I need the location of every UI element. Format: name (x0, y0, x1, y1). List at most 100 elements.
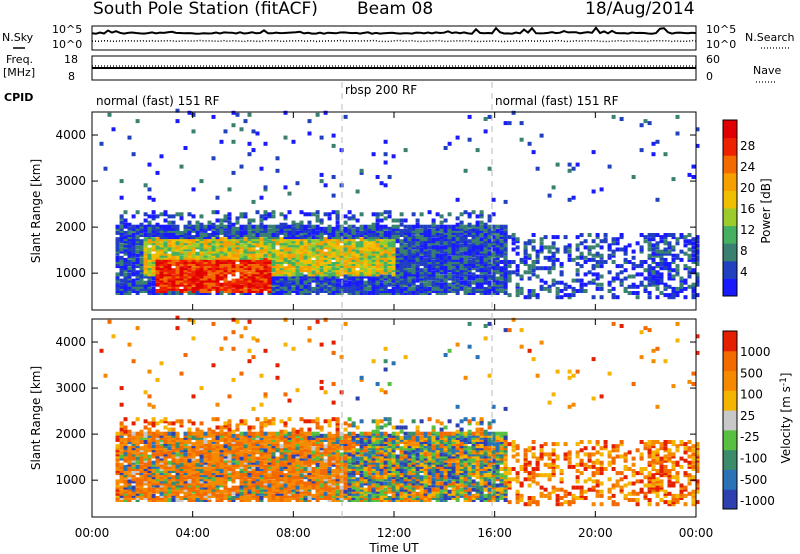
power-cell (267, 278, 272, 283)
power-cell (259, 260, 264, 264)
velocity-cell (131, 462, 136, 467)
velocity-cell (287, 440, 292, 444)
power-cell (135, 274, 140, 279)
power-cell (511, 233, 516, 237)
power-cell (499, 249, 504, 254)
velocity-cell (203, 433, 208, 438)
velocity-cell (163, 448, 168, 453)
power-cell (203, 243, 208, 248)
power-cell (579, 289, 584, 293)
power-cell (491, 197, 496, 202)
power-cell (559, 270, 564, 275)
velocity-cell (255, 473, 260, 478)
velocity-cell (131, 456, 136, 461)
power-cell (455, 247, 460, 252)
power-cell (403, 253, 408, 258)
velocity-cell (235, 487, 240, 492)
power-cell (483, 255, 488, 260)
power-cell (395, 257, 400, 262)
velocity-cell (159, 471, 164, 476)
power-cell (251, 235, 256, 240)
power-cell (191, 255, 196, 260)
velocity-cell (163, 473, 168, 478)
power-cell (459, 266, 464, 271)
velocity-cell (267, 440, 272, 444)
power-cell (251, 148, 256, 153)
power-cell (371, 284, 376, 289)
power-cell (359, 272, 364, 277)
velocity-cell (115, 456, 120, 461)
power-cell (267, 276, 272, 281)
power-cell (263, 228, 268, 233)
power-cell (503, 233, 508, 237)
power-cell (459, 251, 464, 256)
power-cell (115, 286, 120, 291)
velocity-cell (187, 433, 192, 438)
power-cell (471, 228, 476, 233)
power-cell (239, 226, 244, 231)
velocity-cell (279, 454, 284, 459)
power-cell (423, 272, 428, 277)
velocity-cell (131, 442, 136, 447)
power-cell (295, 257, 300, 262)
velocity-cell (151, 433, 156, 438)
power-cell (491, 212, 496, 217)
power-cell (347, 245, 352, 250)
velocity-cell (195, 479, 200, 484)
velocity-cell (199, 448, 204, 453)
power-cell (367, 278, 372, 283)
velocity-cell (151, 435, 156, 440)
velocity-cell (151, 452, 156, 457)
power-cell (199, 237, 204, 242)
velocity-cell (291, 444, 296, 449)
power-cell (435, 241, 440, 246)
power-cell (167, 247, 172, 252)
power-cell (503, 284, 508, 289)
power-cell (359, 257, 364, 262)
power-cell (175, 266, 180, 271)
power-cell (299, 241, 304, 246)
power-cell (155, 257, 160, 262)
power-cell (287, 284, 292, 289)
power-cell (187, 291, 192, 295)
power-cell (243, 289, 248, 293)
power-cell (407, 260, 412, 264)
power-cell (483, 228, 488, 233)
power-cell (467, 260, 472, 264)
power-cell (279, 247, 284, 252)
power-cell (411, 243, 416, 248)
velocity-cell (131, 491, 136, 496)
power-cell (535, 249, 540, 254)
power-cell (303, 247, 308, 252)
velocity-cell (275, 442, 280, 447)
power-cell (307, 255, 312, 260)
power-cell (299, 266, 304, 271)
power-cell (623, 245, 628, 250)
power-cell (171, 233, 176, 237)
velocity-cell (199, 435, 204, 440)
power-cell (435, 249, 440, 254)
power-cell (439, 245, 444, 250)
power-cell (199, 253, 204, 258)
power-cell (115, 255, 120, 260)
velocity-cell (271, 456, 276, 461)
power-cell (367, 255, 372, 260)
velocity-cell (155, 435, 160, 440)
power-cell (411, 251, 416, 256)
power-cell (235, 233, 240, 237)
power-cell (543, 286, 548, 291)
velocity-cell (151, 487, 156, 492)
velocity-cell (195, 435, 200, 440)
velocity-cell (119, 491, 124, 496)
velocity-cell (247, 496, 252, 500)
velocity-cell (235, 454, 240, 459)
velocity-cell (275, 491, 280, 496)
power-cell (239, 233, 244, 237)
power-cell (211, 286, 216, 291)
power-cell (107, 112, 112, 117)
velocity-cell (275, 493, 280, 498)
power-cell (139, 241, 144, 246)
power-cell (667, 266, 672, 271)
power-cell (243, 284, 248, 289)
power-cell (227, 226, 232, 231)
